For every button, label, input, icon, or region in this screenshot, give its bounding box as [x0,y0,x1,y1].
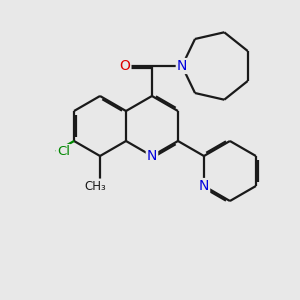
Text: CH₃: CH₃ [85,179,106,193]
Text: N: N [147,149,157,163]
Text: N: N [177,59,187,73]
Text: N: N [199,179,209,193]
Text: Cl: Cl [57,145,70,158]
Text: O: O [119,59,130,73]
